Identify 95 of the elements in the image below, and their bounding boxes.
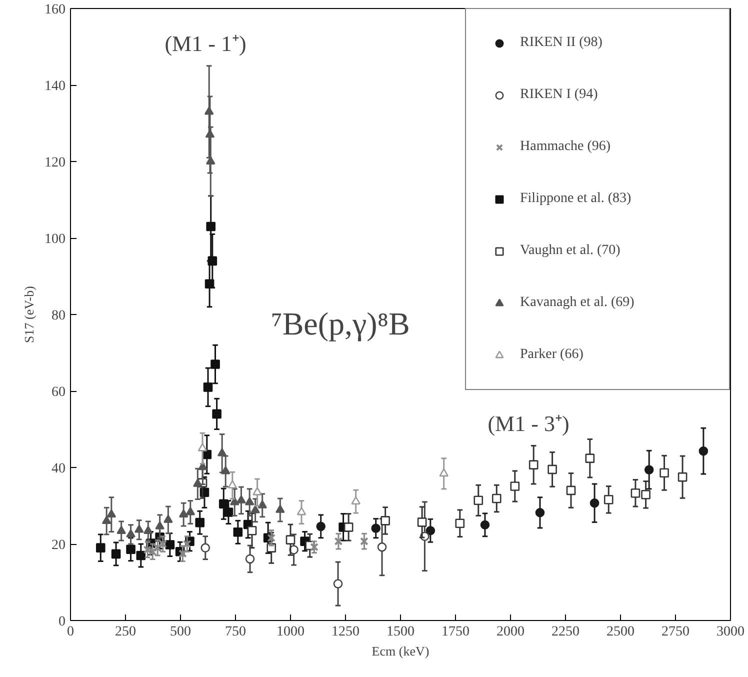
point	[165, 540, 175, 550]
point	[371, 524, 381, 533]
y-tick-label: 140	[44, 79, 66, 94]
point	[439, 468, 448, 477]
point	[528, 460, 538, 470]
y-tick-label: 20	[52, 538, 66, 553]
x-axis-title: Ecm (keV)	[372, 644, 430, 658]
point	[204, 106, 214, 115]
point	[252, 487, 262, 496]
point	[351, 496, 360, 504]
point	[334, 537, 343, 546]
point	[344, 522, 354, 532]
point	[244, 497, 254, 506]
point	[604, 494, 614, 504]
point	[474, 496, 484, 506]
x-tick-label: 2000	[496, 624, 524, 640]
y-tick-label: 100	[44, 232, 66, 247]
point	[566, 486, 576, 496]
y-tick-label: 80	[52, 308, 66, 324]
legend-label: Vaughn et al. (70)	[520, 242, 622, 260]
point	[210, 360, 220, 369]
point	[178, 509, 188, 518]
point	[630, 488, 640, 498]
x-tick-label: 1500	[386, 624, 414, 640]
legend-label: RIKEN II (98)	[520, 34, 604, 52]
x-tick-label: 2500	[606, 624, 634, 640]
point	[224, 508, 234, 517]
point	[212, 409, 222, 419]
point	[316, 522, 326, 532]
point	[644, 465, 654, 474]
point	[186, 506, 196, 516]
x-tick-label: 750	[225, 624, 246, 640]
point	[111, 549, 121, 559]
y-axis-title: S17 (eV-b)	[22, 286, 36, 343]
point	[492, 494, 502, 504]
x-tick-label: 1250	[332, 624, 360, 640]
point	[245, 554, 255, 564]
x-tick-label: 1000	[276, 624, 304, 640]
point	[535, 508, 545, 518]
x-tick-label: 2250	[552, 624, 580, 640]
x-tick-label: 2750	[662, 624, 690, 640]
point	[360, 537, 368, 546]
point	[106, 509, 116, 518]
y-tick-label: 0	[58, 614, 66, 630]
point	[247, 526, 257, 536]
point	[480, 520, 490, 530]
point	[296, 506, 306, 516]
point	[198, 443, 208, 452]
x-tick-label: 250	[115, 624, 136, 640]
point	[310, 542, 318, 552]
text: ⁷Be(p,γ)⁸B	[271, 306, 410, 342]
y-tick-label: 60	[52, 385, 66, 400]
point	[698, 446, 708, 456]
point	[134, 524, 144, 533]
point	[333, 579, 343, 588]
y-tick-label: 40	[52, 462, 66, 476]
point	[195, 518, 205, 528]
point	[590, 498, 600, 508]
point	[164, 514, 173, 523]
point	[417, 518, 427, 527]
point	[258, 500, 267, 508]
point	[136, 550, 146, 560]
annotation: (M1 - 3⁺)	[488, 411, 570, 436]
point	[585, 454, 595, 463]
x-tick-label: 3000	[716, 624, 744, 640]
annotation: (M1 - 1⁺)	[164, 31, 246, 56]
point	[236, 495, 246, 504]
point	[193, 478, 202, 487]
point	[276, 504, 285, 513]
point	[102, 516, 112, 524]
x-tick-label: 500	[170, 624, 191, 640]
point	[178, 549, 187, 558]
legend-label: RIKEN I (94)	[520, 86, 599, 104]
point	[200, 543, 210, 552]
point	[660, 468, 669, 478]
point	[206, 222, 216, 232]
y-tick-label: 160	[44, 2, 66, 18]
x-tick-label: 1750	[442, 624, 470, 640]
point	[233, 527, 243, 537]
point	[96, 543, 106, 552]
point	[455, 518, 465, 528]
point	[510, 482, 520, 491]
legend-label: Hammache (96)	[520, 138, 612, 156]
point	[203, 382, 213, 392]
point	[548, 464, 557, 474]
legend-label: Kavanagh et al. (69)	[520, 294, 636, 312]
legend-label: Parker (66)	[520, 346, 584, 364]
point	[205, 129, 215, 138]
y-tick-label: 120	[44, 156, 66, 170]
point	[218, 499, 228, 508]
point	[426, 526, 436, 536]
legend-label: Filippone et al. (83)	[520, 190, 632, 208]
point	[678, 472, 688, 482]
point	[377, 542, 387, 552]
point	[116, 526, 126, 534]
